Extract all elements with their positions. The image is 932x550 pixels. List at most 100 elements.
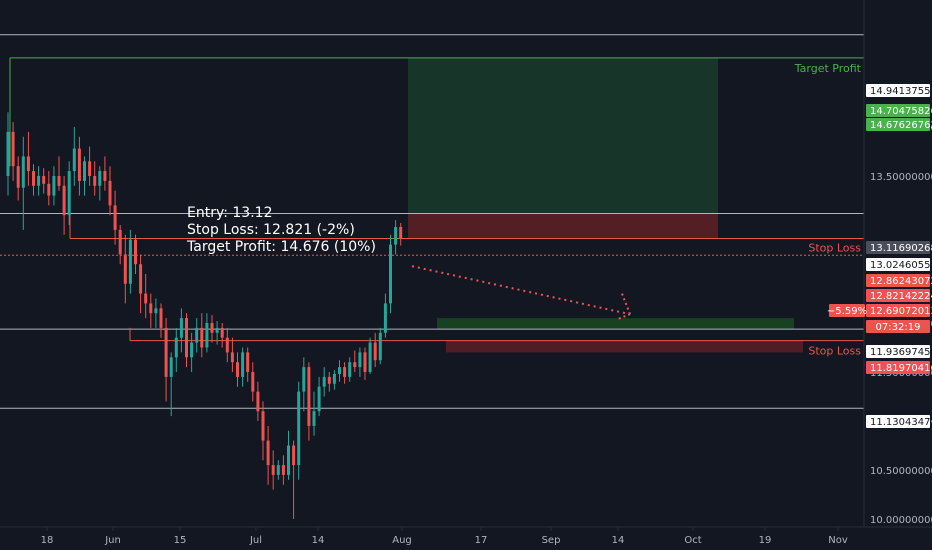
candle-body (261, 411, 265, 441)
candle-body (205, 323, 209, 348)
time-axis: 18 Jun 15 Jul 14 Aug 17 Sep 14 Oct 19 Nov (41, 527, 848, 546)
candle-body (394, 226, 398, 245)
candle-body (21, 156, 25, 188)
candle-body (179, 318, 183, 338)
horizontal-levels (0, 34, 864, 409)
candle-body (195, 327, 199, 343)
x-tick-label: Jun (104, 535, 121, 546)
candle-body (302, 367, 306, 392)
candle-body (149, 303, 153, 314)
x-tick-label: 19 (759, 535, 772, 546)
candle-body (42, 176, 46, 184)
price-badge (866, 274, 930, 287)
candle-body (297, 391, 301, 466)
y-tick-label: 10.50000000 (870, 466, 932, 477)
candle-body (368, 342, 372, 372)
y-tick-label: 10.00000000 (870, 515, 932, 526)
candle-body (185, 318, 188, 358)
trade-annotation: Entry: 13.12 Stop Loss: 12.821 (-2%) Tar… (187, 205, 376, 256)
candle-body (287, 445, 290, 475)
candle-body (164, 327, 168, 377)
lower-stop-loss-label: Stop Loss (808, 344, 861, 357)
candle-body (37, 176, 41, 186)
candle-body (210, 323, 214, 333)
x-tick-label: 18 (41, 535, 54, 546)
candle-body (77, 148, 81, 181)
x-tick-label: Oct (684, 535, 701, 546)
x-tick-label: Aug (392, 535, 412, 546)
change-badge (829, 304, 865, 317)
price-badge-text: 13.11690268 (870, 243, 932, 254)
candle-body (118, 229, 122, 255)
price-badge-text: 11.93697456 (870, 347, 932, 358)
candle-body (11, 131, 15, 167)
candle-body (144, 293, 148, 304)
candle-body (72, 148, 76, 172)
candle-body (343, 367, 347, 377)
price-badge (866, 289, 930, 302)
candle-body (26, 156, 30, 172)
stop-loss-text: Stop Loss: 12.821 (-2%) (187, 222, 355, 238)
lower-target-zone (437, 318, 794, 330)
candle-body (123, 254, 127, 284)
candle-body (215, 327, 219, 333)
candle-body (113, 205, 117, 230)
candle-body (52, 176, 56, 196)
candle-body (134, 239, 137, 265)
candle-body (327, 376, 331, 384)
candle-body (271, 465, 275, 475)
stop-zone (408, 213, 718, 239)
candle-body (378, 332, 382, 361)
price-badge-text: 12.86243072 (870, 276, 932, 287)
candle-body (159, 308, 163, 328)
candle-body (93, 176, 97, 186)
target-text: Target Profit: 14.676 (10%) (187, 239, 376, 255)
candle-body (276, 465, 280, 475)
candle-body (251, 372, 255, 392)
projection-arrow (411, 265, 631, 321)
candle-body (190, 342, 194, 358)
candle-body (332, 373, 336, 384)
target-profit-label: Target Profit (794, 62, 862, 75)
stop-loss-label: Stop Loss (808, 242, 861, 255)
candle-body (363, 352, 367, 372)
candle-body (174, 337, 178, 358)
candle-body (373, 342, 377, 361)
candle-body (353, 362, 357, 368)
candle-body (292, 445, 296, 466)
x-tick-label: 15 (174, 535, 187, 546)
candle-body (312, 411, 316, 426)
candle-body (358, 352, 362, 368)
candle-body (317, 386, 321, 412)
candlestick-series (6, 112, 403, 519)
candle-body (200, 327, 204, 348)
price-labels: 14.94137553 14.70475826 14.67626762 13.1169… (827, 84, 932, 428)
price-badge-text: 14.67626762 (870, 120, 932, 131)
price-badge-text: 12.82142224 (870, 291, 932, 302)
price-badge (866, 258, 930, 271)
candle-body (32, 171, 35, 186)
candle-body (62, 185, 66, 216)
candle-body (256, 391, 260, 412)
candle-body (169, 357, 173, 377)
candle-body (241, 352, 245, 377)
lower-stop-zone (446, 340, 803, 353)
candle-body (47, 183, 51, 196)
candle-body (16, 166, 20, 188)
price-badge (866, 84, 930, 97)
price-badge-text: 12.69072013 (870, 306, 932, 317)
arrow-head-upper (621, 293, 631, 315)
price-badge-text: 11.13043478 (870, 417, 932, 428)
x-tick-label: Jul (249, 535, 262, 546)
candle-body (322, 376, 326, 387)
x-tick-label: 17 (475, 535, 488, 546)
candle-body (57, 176, 61, 186)
candle-body (67, 171, 71, 216)
candle-body (83, 161, 86, 181)
countdown-badge (866, 320, 930, 333)
candle-body (236, 362, 239, 377)
candle-body (338, 367, 341, 374)
x-tick-label: 14 (312, 535, 325, 546)
price-badge-text: 14.94137553 (870, 86, 932, 97)
